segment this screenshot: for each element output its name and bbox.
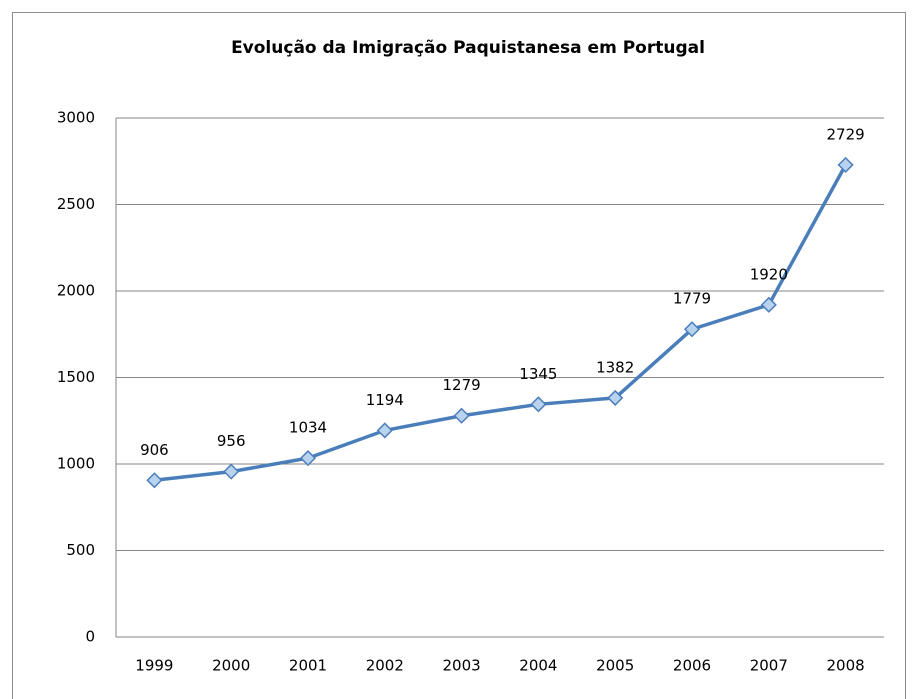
data-line [154, 164, 848, 483]
x-tick-label: 2006 [673, 657, 711, 675]
data-label: 956 [217, 432, 246, 450]
chart-border [12, 12, 906, 699]
x-tick-label: 2001 [289, 657, 327, 675]
marker [760, 296, 777, 313]
chart-title: Evolução da Imigração Paquistanesa em Po… [231, 38, 705, 58]
marker [530, 396, 547, 413]
y-tick-label: 0 [85, 628, 95, 646]
data-label: 906 [140, 441, 169, 459]
y-tick-label: 2000 [57, 282, 95, 300]
data-label: 1279 [443, 376, 481, 394]
x-tick-label: 2005 [596, 657, 634, 675]
x-tick-label: 2008 [827, 657, 865, 675]
marker [683, 321, 701, 338]
marker [607, 389, 624, 406]
x-tick-label: 2007 [750, 657, 788, 675]
marker [837, 156, 854, 173]
data-label: 1034 [289, 419, 327, 437]
data-label: 1779 [673, 290, 711, 308]
marker [453, 407, 470, 424]
x-tick-label: 2000 [212, 657, 250, 675]
y-tick-label: 2500 [57, 195, 95, 213]
data-label: 1194 [366, 391, 404, 409]
data-label: 1382 [596, 358, 634, 376]
marker [376, 422, 393, 439]
y-tick-label: 3000 [57, 109, 95, 127]
x-tick-label: 2003 [443, 657, 481, 675]
marker [146, 472, 163, 489]
x-tick-label: 2002 [366, 657, 404, 675]
x-tick-label: 2004 [519, 657, 557, 675]
data-label: 1345 [519, 365, 557, 383]
x-tick-label: 1999 [135, 657, 173, 675]
marker [223, 463, 240, 480]
y-tick-label: 1500 [57, 368, 95, 386]
data-label: 1920 [750, 265, 788, 283]
marker [299, 450, 317, 467]
data-label: 2729 [827, 125, 865, 143]
y-tick-label: 1000 [57, 455, 95, 473]
y-tick-label: 500 [66, 541, 95, 559]
